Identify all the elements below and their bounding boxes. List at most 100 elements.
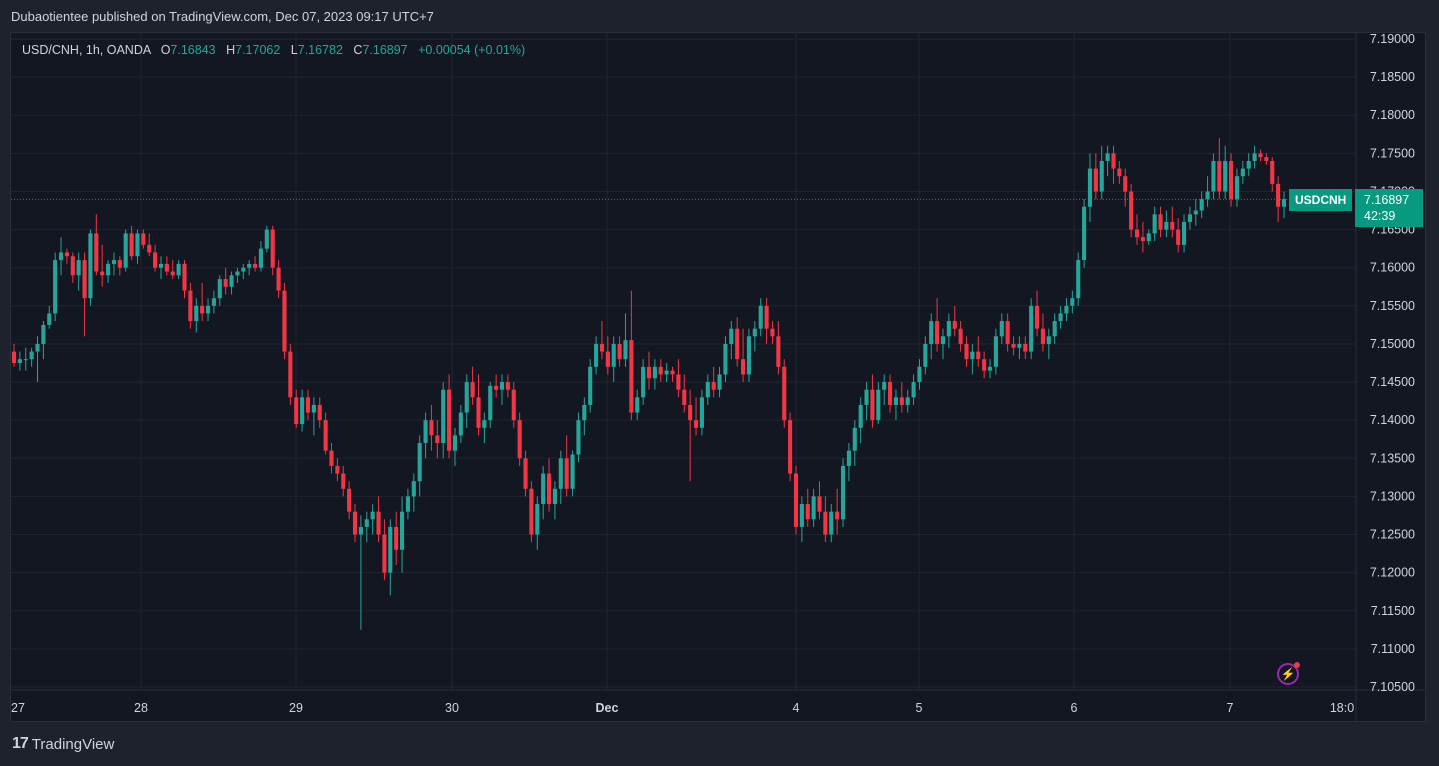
candle-body xyxy=(288,351,293,398)
candle-body xyxy=(76,260,81,276)
tradingview-logo[interactable]: 17 TradingView xyxy=(12,735,114,753)
candle-body xyxy=(564,458,569,489)
candle-body xyxy=(511,389,516,421)
candle-body xyxy=(370,511,375,520)
candle-body xyxy=(247,263,252,268)
candle-body xyxy=(793,473,799,527)
candle-body xyxy=(993,336,998,367)
price-tick-label: 7.11000 xyxy=(1371,642,1415,656)
candle-body xyxy=(905,397,910,405)
candle-body xyxy=(53,260,58,314)
candle-body xyxy=(223,279,228,287)
candle-body xyxy=(106,263,111,276)
candle-body xyxy=(746,336,752,375)
time-tick-label: 6 xyxy=(1071,701,1078,715)
candle-body xyxy=(723,343,728,375)
high-value: 7.17062 xyxy=(235,43,281,57)
candle-body xyxy=(1199,199,1204,211)
price-tick-label: 7.14000 xyxy=(1370,413,1415,427)
price-tick-label: 7.13500 xyxy=(1370,451,1415,465)
candle-body xyxy=(805,504,810,520)
open-label: O xyxy=(160,43,171,57)
symbol-badge: USDCNH xyxy=(1289,189,1353,211)
candle-body xyxy=(488,385,493,421)
candle-body xyxy=(1117,168,1122,177)
candle-body xyxy=(929,321,934,344)
candle-body xyxy=(64,252,69,257)
candle-body xyxy=(1223,160,1228,192)
candle-body xyxy=(735,328,740,360)
price-tick-label: 7.15000 xyxy=(1370,337,1415,351)
candle-body xyxy=(888,382,893,405)
candle-body xyxy=(58,252,64,261)
candle-body xyxy=(135,233,140,257)
candle-body xyxy=(940,336,946,344)
candle-body xyxy=(258,248,264,268)
candle-body xyxy=(11,351,17,363)
candle-body xyxy=(1246,160,1251,169)
candle-body xyxy=(311,404,316,413)
candle-body xyxy=(852,427,857,451)
change-value: +0.00054 (+0.01%) xyxy=(418,43,526,57)
candle-body xyxy=(788,420,793,474)
candle-body xyxy=(329,450,334,466)
candle-body xyxy=(999,321,1004,337)
candle-body xyxy=(464,382,469,413)
candle-body xyxy=(452,435,458,451)
candle-body xyxy=(588,366,593,405)
tv-logo-mark: 17 xyxy=(12,735,29,752)
candle-body xyxy=(1270,160,1275,184)
candle-body xyxy=(70,256,75,276)
price-tick-label: 7.12000 xyxy=(1370,566,1415,580)
candle-body xyxy=(399,511,405,550)
candle-body xyxy=(1058,313,1063,322)
candle-body xyxy=(282,290,287,352)
candle-body xyxy=(729,328,734,344)
price-tick-label: 7.19000 xyxy=(1370,32,1415,46)
candle-body xyxy=(1187,214,1192,222)
notification-dot xyxy=(1294,662,1300,668)
candle-body xyxy=(705,382,710,398)
candle-body xyxy=(200,305,205,314)
candle-body xyxy=(1193,210,1198,215)
candle-body xyxy=(952,321,957,329)
price-tick-label: 7.13000 xyxy=(1370,489,1415,503)
time-tick-label: 5 xyxy=(916,701,923,715)
candle-body xyxy=(364,519,369,527)
candle-body xyxy=(835,511,840,520)
candle-body xyxy=(341,473,346,489)
candle-body xyxy=(676,374,681,390)
time-tick-label: 29 xyxy=(289,701,303,715)
candle-body xyxy=(570,454,575,489)
candle-body xyxy=(94,233,99,272)
lightning-icon[interactable]: ⚡ xyxy=(1277,662,1300,685)
candle-body xyxy=(1105,153,1110,161)
time-tick-label: 18:0 xyxy=(1330,701,1354,715)
candle-body xyxy=(629,340,634,413)
candle-body xyxy=(499,382,505,390)
candle-body xyxy=(693,420,699,428)
symbol-label[interactable]: USD/CNH, 1h, OANDA xyxy=(22,43,152,57)
candle-body xyxy=(1205,191,1210,200)
candle-body xyxy=(1229,160,1234,200)
candle-body xyxy=(688,404,693,421)
candle-body xyxy=(935,321,940,344)
candle-body xyxy=(1087,168,1093,207)
candle-body xyxy=(641,366,646,398)
candle-body xyxy=(188,290,193,322)
time-tick-label: 28 xyxy=(134,701,148,715)
candle-body xyxy=(1023,343,1028,352)
candle-body xyxy=(582,404,587,421)
candle-body xyxy=(376,511,381,535)
price-tick-label: 7.12500 xyxy=(1370,528,1415,542)
candle-body xyxy=(523,458,528,489)
candle-body xyxy=(658,366,663,375)
high-label: H xyxy=(226,43,236,57)
candle-body xyxy=(864,389,869,405)
candle-body xyxy=(305,397,311,413)
candles xyxy=(11,138,1287,630)
candle-body xyxy=(970,351,975,360)
candle-body xyxy=(194,305,199,322)
candle-body xyxy=(241,267,246,272)
